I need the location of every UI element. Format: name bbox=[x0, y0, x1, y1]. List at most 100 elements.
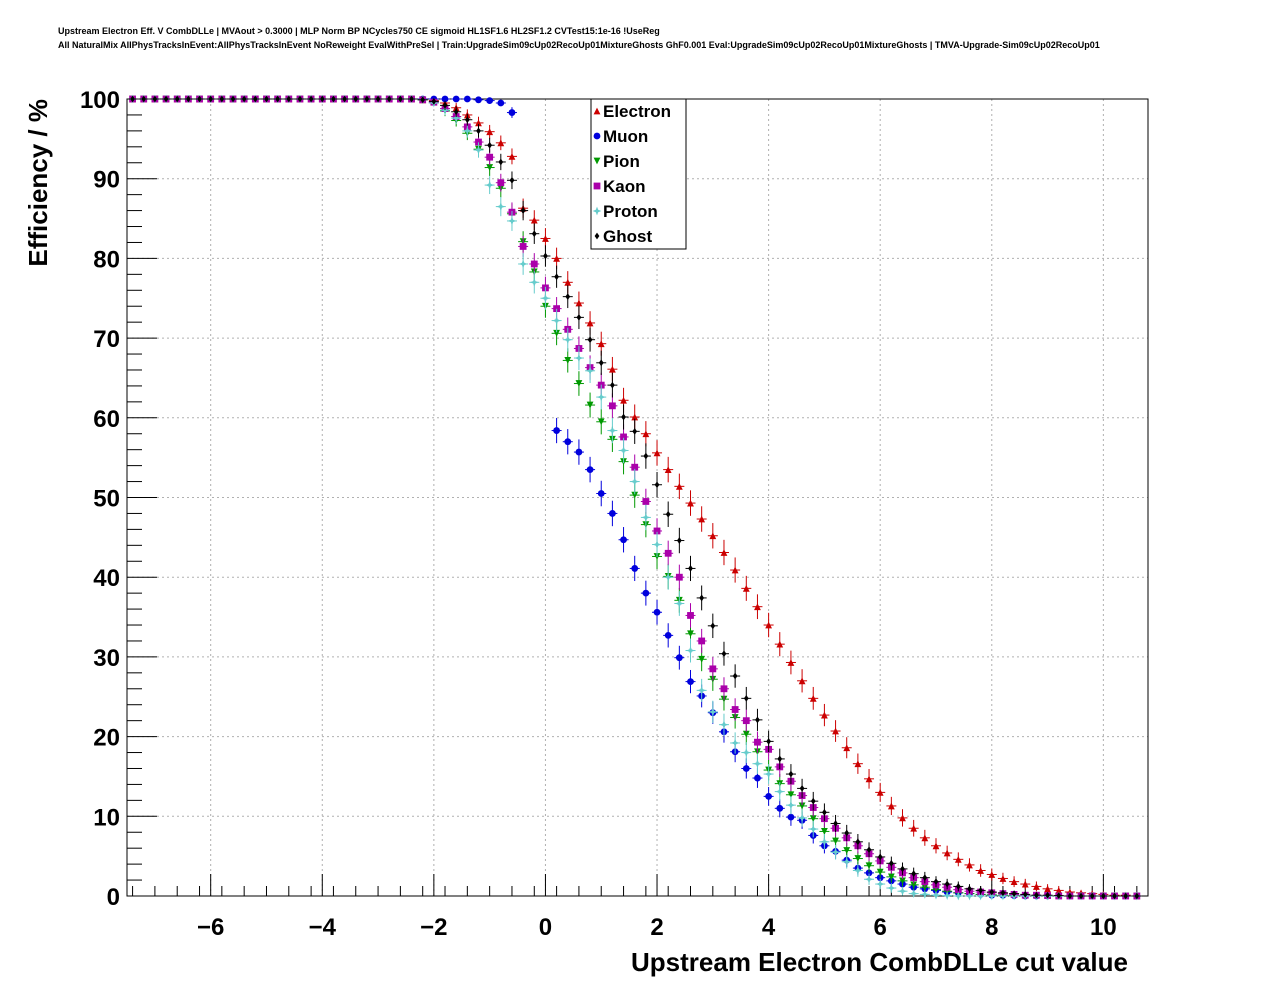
data-point bbox=[775, 787, 785, 796]
x-axis-label: Upstream Electron CombDLLe cut value bbox=[631, 947, 1128, 977]
x-tick-label: −4 bbox=[309, 914, 337, 941]
data-point bbox=[653, 449, 661, 457]
data-point bbox=[586, 466, 594, 474]
data-point bbox=[875, 879, 885, 889]
data-point bbox=[642, 589, 650, 597]
data-point bbox=[607, 426, 617, 435]
data-point bbox=[953, 891, 963, 901]
data-point bbox=[441, 95, 449, 103]
data-point bbox=[564, 357, 572, 364]
data-point bbox=[731, 566, 739, 574]
data-point bbox=[777, 755, 783, 763]
data-point bbox=[820, 837, 829, 847]
data-point bbox=[920, 890, 930, 899]
data-point bbox=[219, 95, 225, 103]
data-point bbox=[642, 498, 650, 505]
data-point bbox=[922, 874, 928, 882]
data-point bbox=[674, 599, 684, 608]
data-point bbox=[552, 316, 562, 325]
legend-label: Muon bbox=[603, 127, 648, 146]
data-point bbox=[798, 677, 806, 685]
data-point bbox=[553, 255, 561, 262]
data-point bbox=[687, 612, 694, 619]
data-point bbox=[486, 153, 494, 161]
data-point bbox=[518, 259, 528, 269]
data-point bbox=[641, 513, 651, 522]
legend-label: Proton bbox=[603, 202, 658, 221]
data-point bbox=[1045, 891, 1050, 899]
data-point bbox=[185, 95, 191, 103]
data-point bbox=[898, 886, 907, 896]
data-point bbox=[453, 108, 459, 116]
data-point bbox=[821, 711, 828, 719]
data-point bbox=[275, 95, 281, 103]
data-point bbox=[944, 880, 950, 888]
data-point bbox=[586, 401, 594, 409]
data-point bbox=[719, 720, 729, 730]
data-point bbox=[821, 828, 828, 835]
data-point bbox=[620, 433, 627, 441]
data-point bbox=[798, 802, 806, 810]
data-point bbox=[485, 180, 495, 190]
data-point bbox=[955, 883, 961, 890]
data-point bbox=[988, 871, 996, 878]
data-point bbox=[653, 527, 661, 535]
data-point bbox=[730, 738, 740, 748]
x-tick-label: 8 bbox=[985, 914, 998, 941]
data-point bbox=[720, 549, 728, 556]
data-point bbox=[486, 128, 494, 136]
data-point bbox=[474, 145, 483, 155]
data-point bbox=[766, 737, 771, 745]
data-point bbox=[398, 95, 403, 103]
data-point bbox=[619, 446, 628, 455]
data-point bbox=[833, 820, 838, 827]
data-point bbox=[264, 95, 269, 103]
data-point bbox=[854, 855, 862, 862]
data-point bbox=[764, 769, 774, 779]
data-point bbox=[687, 499, 694, 507]
data-point bbox=[1033, 883, 1040, 890]
data-point bbox=[597, 418, 605, 426]
data-point bbox=[932, 842, 940, 850]
legend: Electron Muon Pion Kaon Proton Ghost bbox=[590, 98, 687, 250]
data-point bbox=[642, 430, 650, 438]
data-point bbox=[1089, 892, 1095, 900]
legend-label: Electron bbox=[603, 102, 671, 121]
data-point bbox=[877, 853, 883, 861]
data-point bbox=[742, 717, 750, 725]
data-point bbox=[530, 216, 538, 224]
data-point bbox=[732, 672, 738, 680]
data-point bbox=[631, 413, 639, 421]
data-point bbox=[698, 655, 706, 663]
data-point bbox=[977, 867, 985, 874]
data-point bbox=[331, 95, 336, 103]
data-point bbox=[843, 744, 851, 752]
data-point bbox=[375, 95, 381, 103]
data-point bbox=[1010, 878, 1018, 886]
y-tick-label: 30 bbox=[93, 645, 120, 672]
x-tick-label: 2 bbox=[650, 914, 663, 941]
data-point bbox=[799, 785, 805, 792]
data-point bbox=[664, 631, 672, 639]
data-point bbox=[297, 95, 303, 103]
data-point bbox=[575, 299, 583, 307]
data-point bbox=[452, 95, 460, 103]
data-point bbox=[967, 885, 972, 893]
data-point bbox=[241, 95, 247, 103]
data-point bbox=[1000, 889, 1006, 897]
data-point bbox=[900, 865, 905, 873]
data-point bbox=[976, 891, 986, 901]
data-point bbox=[420, 96, 426, 104]
data-point bbox=[721, 650, 727, 658]
data-point bbox=[1011, 890, 1017, 898]
y-tick-label: 40 bbox=[93, 565, 120, 592]
data-point bbox=[130, 95, 135, 103]
legend-marker bbox=[592, 206, 602, 216]
data-point bbox=[508, 152, 516, 160]
data-point bbox=[610, 381, 615, 389]
data-point bbox=[822, 808, 827, 816]
data-point bbox=[831, 847, 840, 857]
data-point bbox=[597, 490, 605, 497]
data-point bbox=[486, 164, 494, 171]
data-point bbox=[765, 792, 773, 800]
